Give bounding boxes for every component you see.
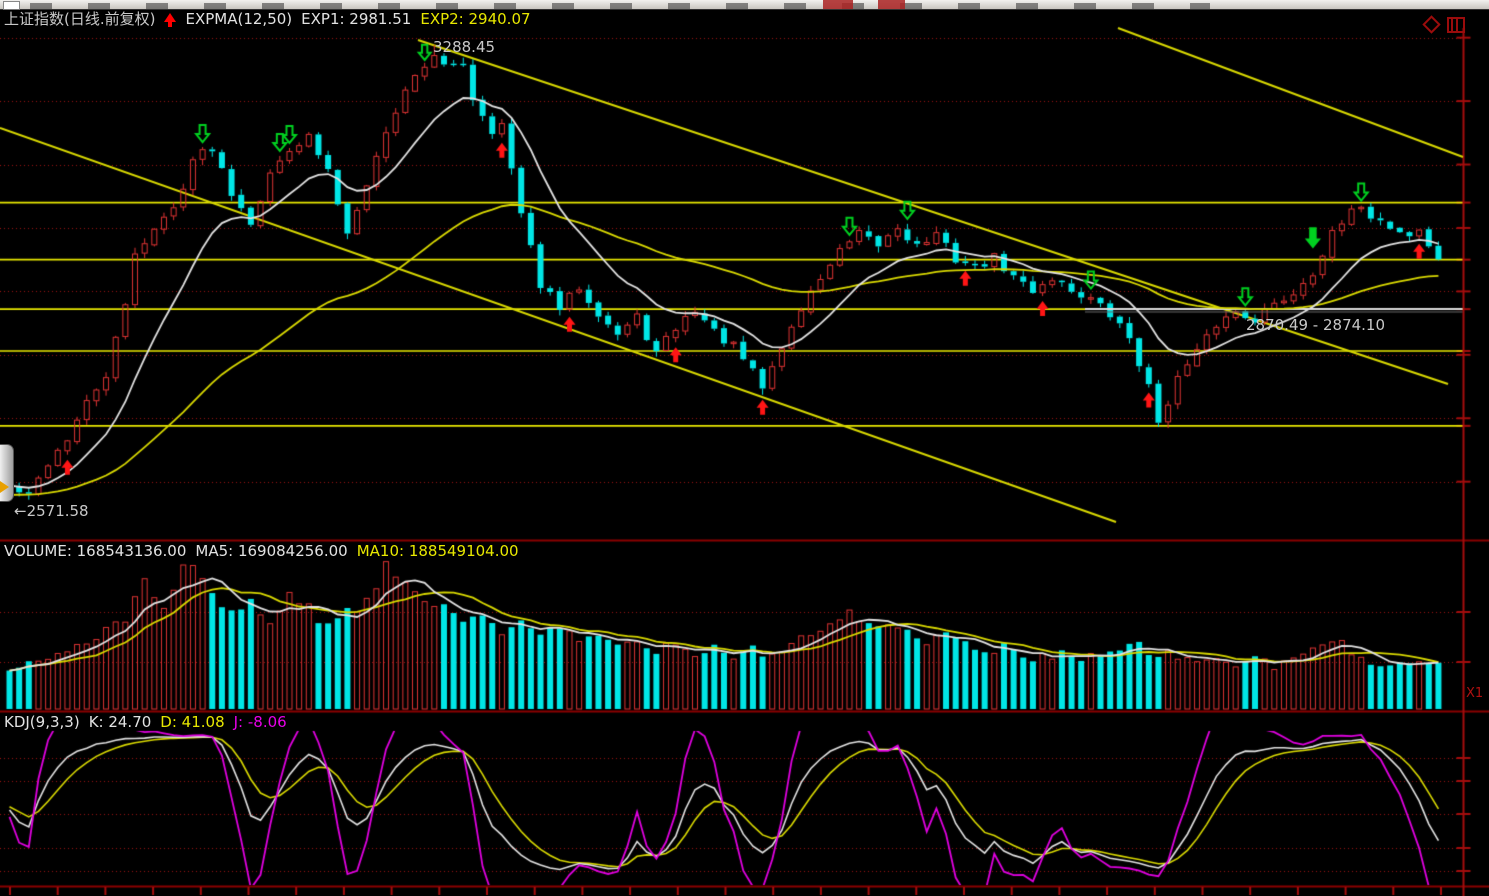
stock-app-window: 上证指数(日线.前复权) EXPMA(12,50) EXP1: 2981.51 …	[0, 0, 1489, 896]
chart-canvas[interactable]	[0, 0, 1489, 896]
